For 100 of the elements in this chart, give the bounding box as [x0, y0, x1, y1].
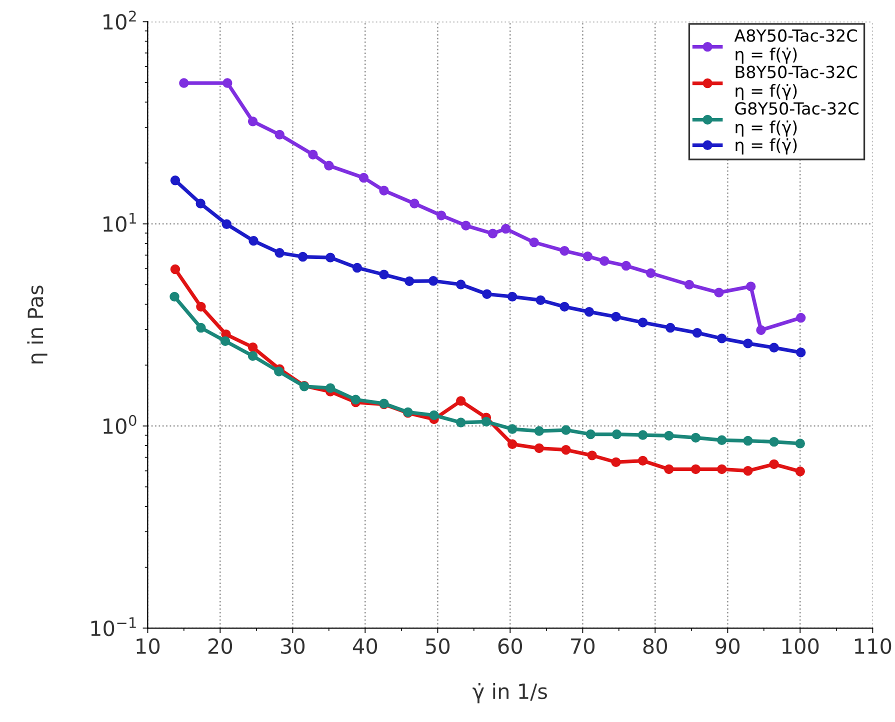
point	[690, 432, 701, 443]
point	[743, 338, 753, 348]
point	[170, 264, 180, 274]
point	[507, 439, 518, 450]
point	[769, 436, 779, 447]
point	[716, 334, 727, 344]
point	[769, 342, 779, 353]
point	[179, 78, 189, 88]
point	[666, 322, 676, 333]
point	[428, 276, 438, 286]
point	[714, 288, 724, 298]
y-tick-label: 10$^{1}$	[104, 212, 136, 232]
point	[298, 252, 308, 262]
point	[326, 252, 336, 262]
y-tick-label: 10$^{0}$	[104, 414, 136, 434]
point	[308, 150, 318, 160]
point	[222, 78, 232, 88]
x-tick-label: 70	[571, 638, 595, 654]
point	[534, 426, 544, 436]
x-tick-label: 20	[208, 638, 232, 654]
y-tick-label: 10$^{2}$	[104, 10, 136, 30]
point	[560, 246, 570, 256]
point	[482, 289, 492, 299]
point	[456, 280, 466, 290]
x-axis-title: γ̇ in 1/s	[472, 683, 547, 704]
point	[456, 396, 466, 406]
point	[716, 464, 727, 474]
point	[222, 219, 232, 230]
point	[436, 210, 446, 220]
point	[584, 306, 594, 317]
point	[358, 172, 369, 183]
point	[220, 336, 230, 346]
y-axis-title: η in Pas	[27, 286, 48, 364]
point	[352, 262, 362, 273]
point	[664, 430, 674, 441]
point	[534, 443, 544, 454]
x-tick-label: 100	[782, 638, 819, 654]
point	[690, 464, 701, 474]
point	[716, 435, 727, 446]
point	[561, 444, 571, 455]
point	[743, 436, 753, 446]
point	[795, 438, 805, 448]
x-tick-label: 10	[136, 638, 160, 654]
point	[582, 252, 593, 262]
point	[561, 425, 571, 435]
x-tick-label: 60	[498, 638, 522, 654]
x-tick-label: 50	[426, 638, 450, 654]
point	[746, 282, 756, 292]
point	[461, 220, 471, 230]
point	[507, 292, 518, 302]
point	[326, 383, 336, 393]
x-tick-label: 30	[281, 638, 305, 654]
point	[488, 228, 498, 238]
point	[536, 295, 546, 306]
point	[529, 237, 539, 248]
legend-label: η = f(γ̇)	[736, 138, 797, 154]
point	[379, 270, 389, 280]
point	[756, 325, 766, 335]
point	[170, 176, 180, 186]
point	[611, 312, 621, 322]
point	[196, 322, 206, 333]
point	[429, 410, 439, 420]
point	[350, 394, 361, 404]
point	[621, 260, 632, 271]
point	[600, 256, 610, 266]
point	[586, 429, 596, 440]
point	[743, 466, 753, 476]
point	[507, 424, 518, 434]
point	[379, 186, 389, 196]
point	[692, 328, 702, 338]
point	[404, 276, 414, 286]
point	[274, 366, 284, 376]
point	[324, 160, 334, 170]
point	[796, 348, 806, 358]
x-tick-label: 90	[716, 638, 740, 654]
point	[560, 302, 570, 312]
x-tick-label: 110	[855, 638, 892, 654]
point	[646, 268, 656, 278]
point	[638, 430, 648, 440]
point	[611, 457, 621, 468]
point	[481, 416, 492, 427]
point	[170, 292, 180, 302]
x-tick-label: 80	[643, 638, 668, 654]
point	[274, 130, 284, 140]
legend-label: G8Y50-Tac-32C η = f(γ̇)	[735, 102, 858, 137]
point	[769, 459, 779, 470]
x-tick-label: 40	[352, 638, 378, 654]
point	[248, 116, 258, 126]
point	[587, 450, 597, 460]
point	[410, 198, 420, 208]
y-tick-label: 10$^{−1}$	[91, 617, 136, 636]
point	[248, 351, 258, 361]
point	[500, 224, 511, 234]
legend-label: A8Y50-Tac-32C η = f(γ̇)	[734, 29, 857, 64]
point	[248, 236, 258, 246]
point	[248, 342, 258, 352]
point	[612, 429, 622, 440]
point	[638, 456, 648, 466]
point	[274, 248, 284, 258]
point	[684, 280, 694, 290]
